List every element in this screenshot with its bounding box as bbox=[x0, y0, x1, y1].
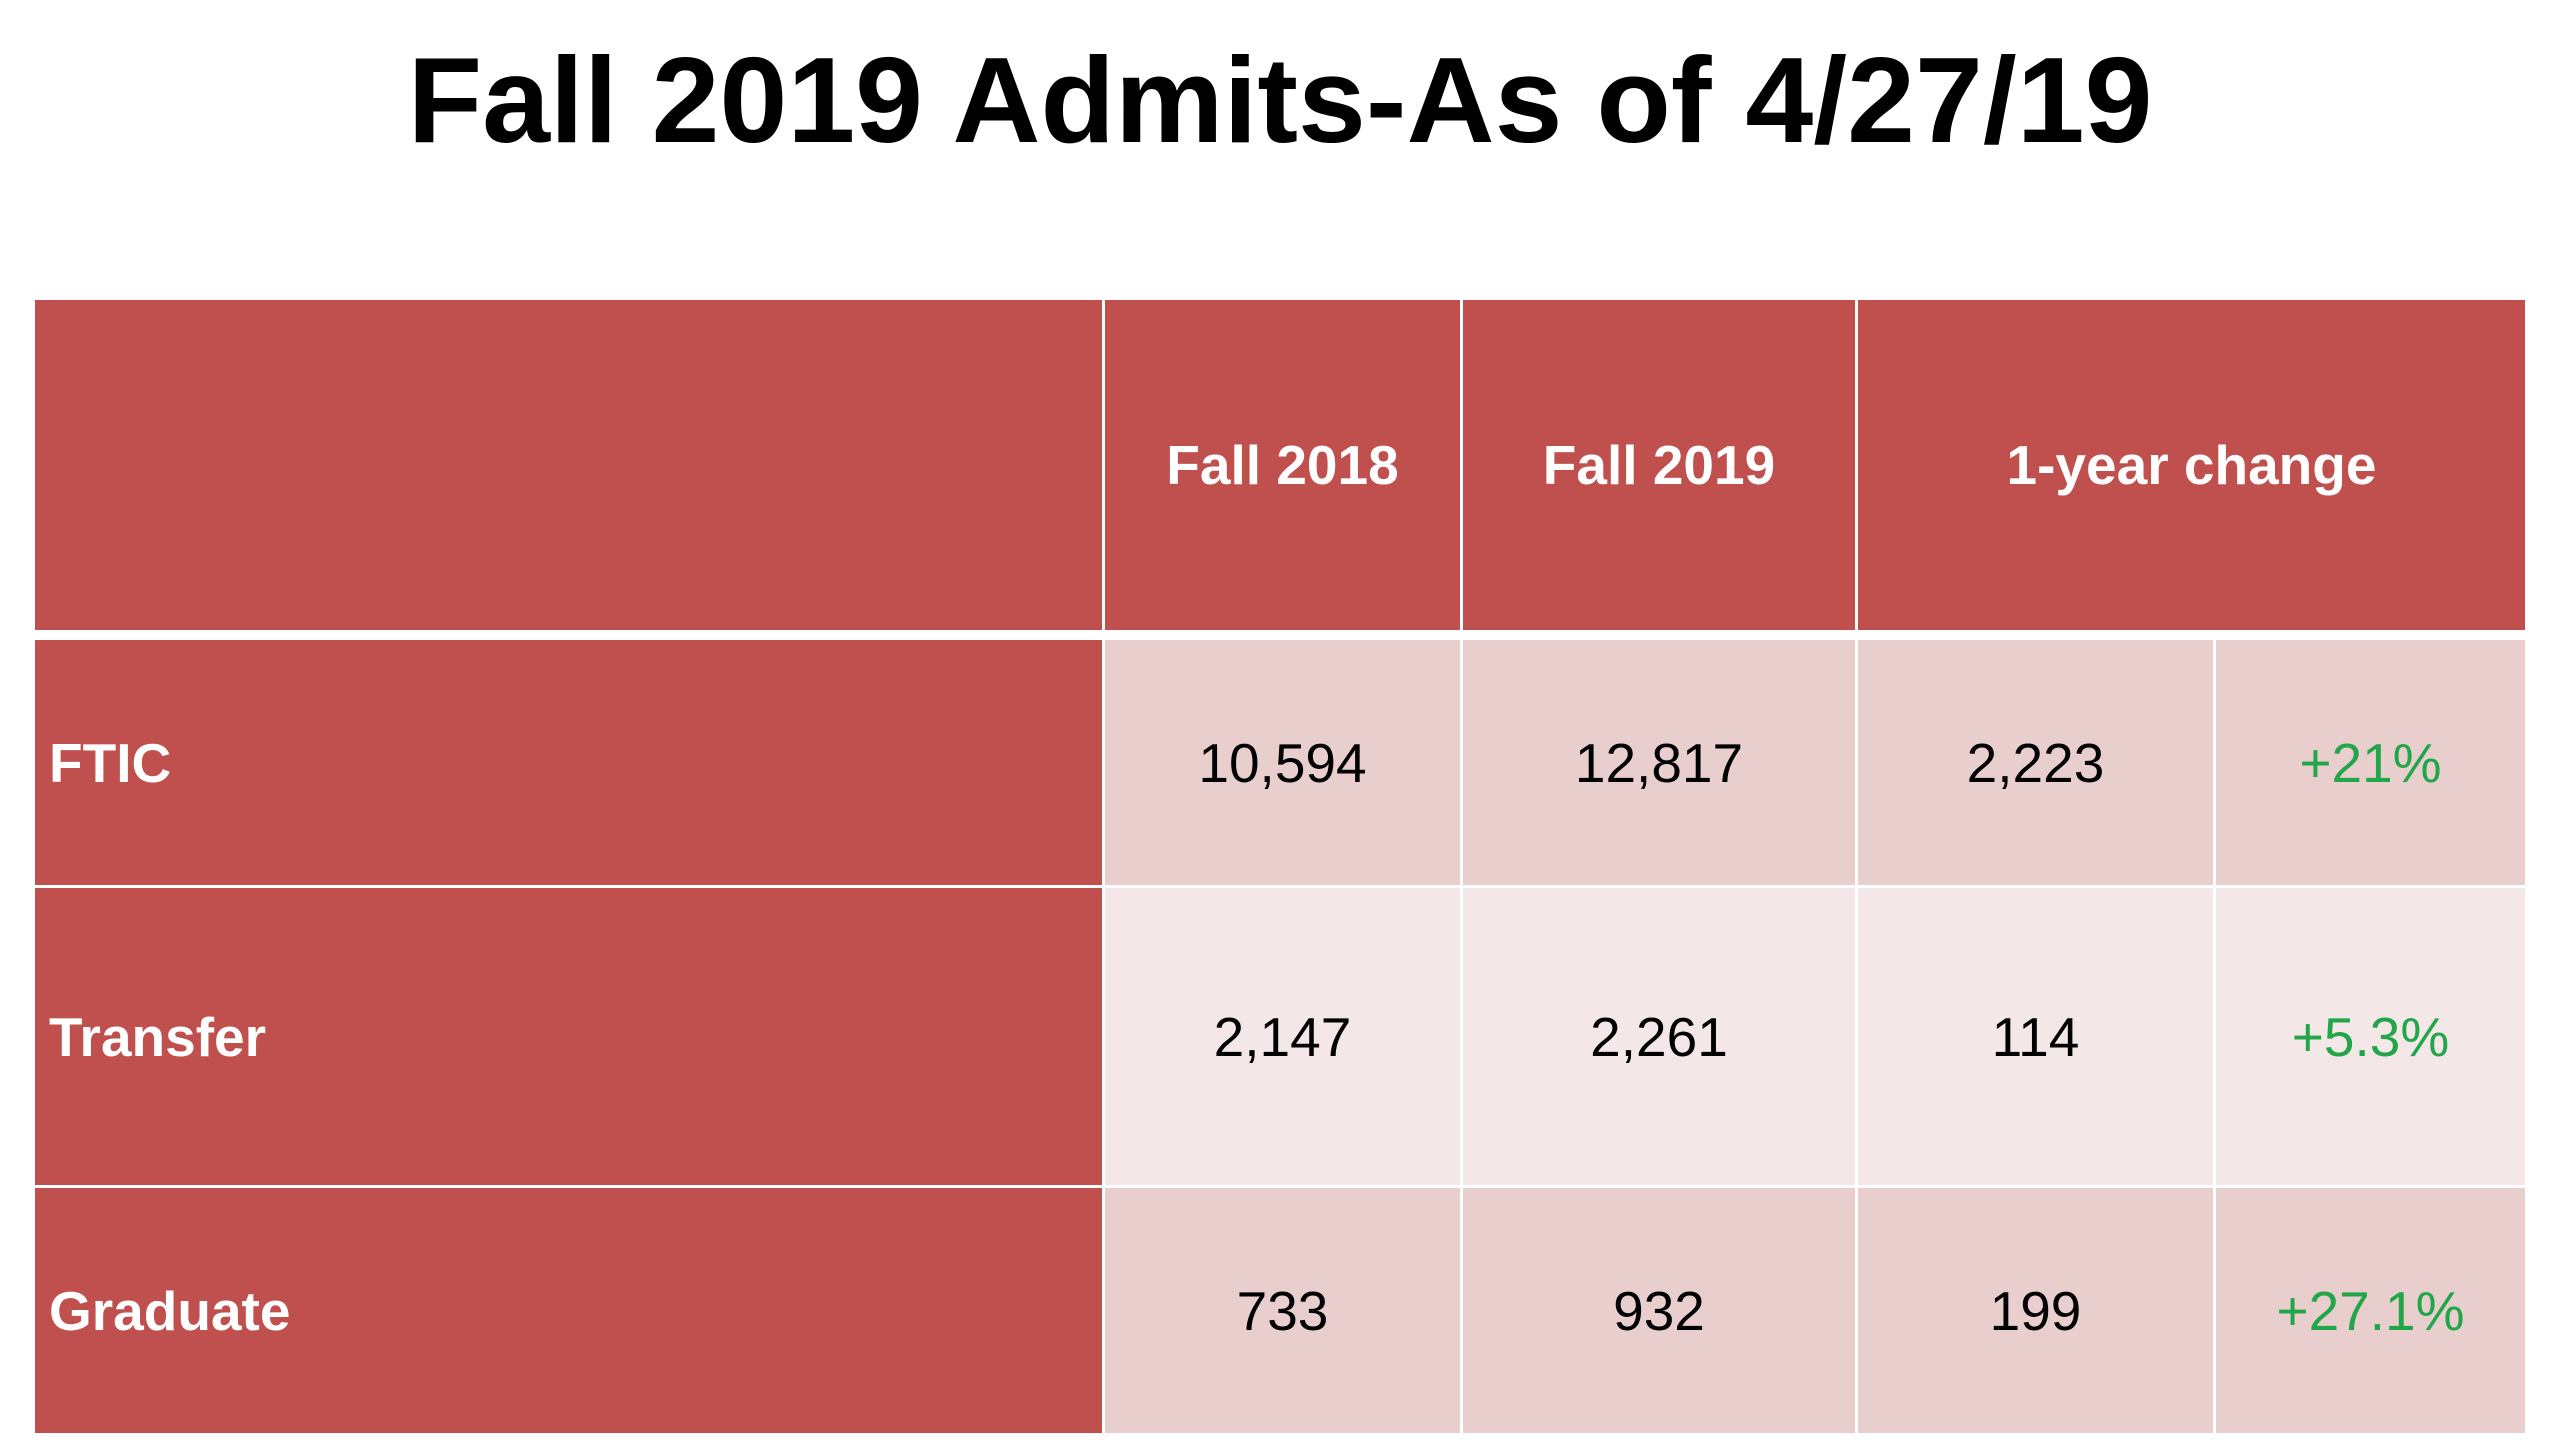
header-1-year-change: 1-year change bbox=[1858, 300, 2525, 630]
transfer-fall-2018: 2,147 bbox=[1105, 888, 1460, 1185]
ftic-fall-2018: 10,594 bbox=[1105, 640, 1460, 885]
row-label-transfer: Transfer bbox=[35, 888, 1102, 1185]
header-fall-2019: Fall 2019 bbox=[1463, 300, 1855, 630]
graduate-fall-2019: 932 bbox=[1463, 1188, 1855, 1433]
ftic-pct-change: +21% bbox=[2216, 640, 2525, 885]
transfer-fall-2019: 2,261 bbox=[1463, 888, 1855, 1185]
admits-table: Fall 2018 Fall 2019 1-year change FTIC 1… bbox=[35, 300, 2525, 1435]
row-label-graduate: Graduate bbox=[35, 1188, 1102, 1433]
graduate-pct-change: +27.1% bbox=[2216, 1188, 2525, 1433]
ftic-change: 2,223 bbox=[1858, 640, 2213, 885]
ftic-fall-2019: 12,817 bbox=[1463, 640, 1855, 885]
transfer-pct-change: +5.3% bbox=[2216, 888, 2525, 1185]
row-label-ftic: FTIC bbox=[35, 640, 1102, 885]
page-title: Fall 2019 Admits-As of 4/27/19 bbox=[407, 32, 2153, 168]
graduate-fall-2018: 733 bbox=[1105, 1188, 1460, 1433]
transfer-change: 114 bbox=[1858, 888, 2213, 1185]
header-fall-2018: Fall 2018 bbox=[1105, 300, 1460, 630]
header-corner-cell bbox=[35, 300, 1102, 630]
graduate-change: 199 bbox=[1858, 1188, 2213, 1433]
